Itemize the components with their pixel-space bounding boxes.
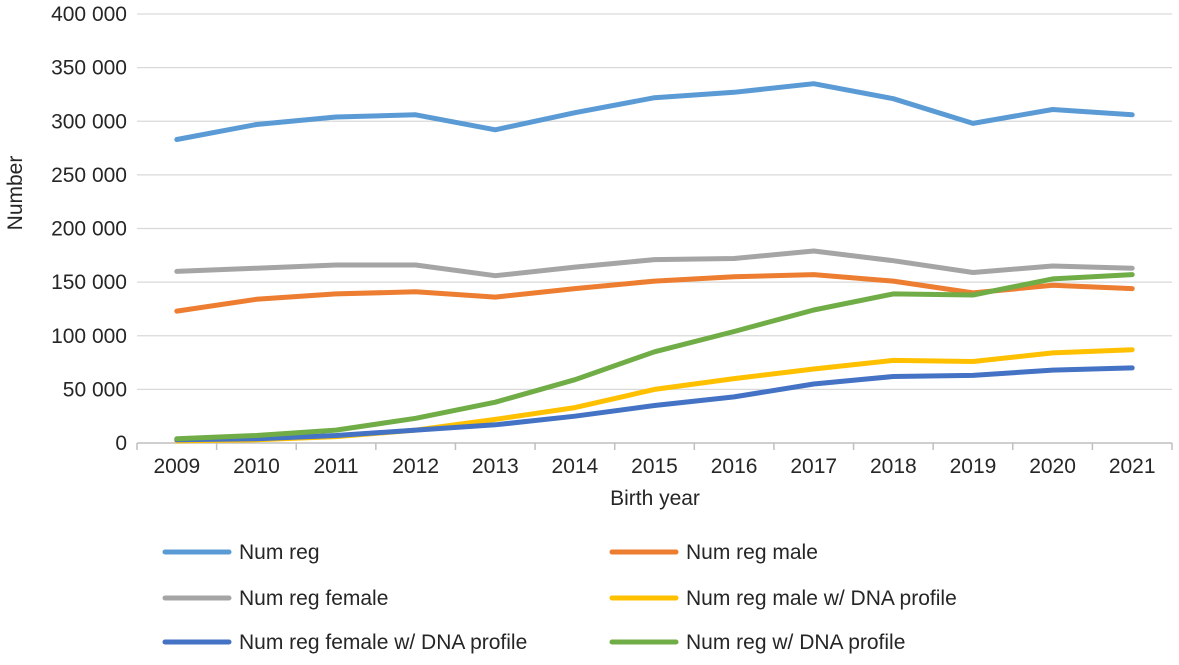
y-tick-label: 150 000 [51, 271, 127, 294]
legend-label: Num reg female [239, 587, 388, 610]
series-lines [174, 81, 1135, 444]
x-tick-label: 2017 [790, 455, 837, 478]
x-tick-label: 2011 [313, 455, 358, 478]
series-line-4 [174, 347, 1135, 444]
x-tick-label: 2021 [1109, 455, 1156, 478]
y-axis-tick-labels: 0 50 000 100 000 150 000 200 000 250 000 300 0… [51, 3, 127, 455]
x-tick-label: 2020 [1029, 455, 1076, 478]
legend-label: Num reg male [686, 541, 818, 564]
x-tick-label: 2014 [552, 455, 599, 478]
x-axis-title: Birth year [610, 487, 700, 510]
x-tick-label: 2010 [233, 455, 280, 478]
x-tick-label: 2015 [631, 455, 678, 478]
x-axis [136, 442, 1173, 450]
x-tick-label: 2018 [870, 455, 917, 478]
y-tick-label: 50 000 [63, 378, 127, 401]
y-tick-label: 400 000 [51, 3, 127, 26]
series-line-3 [174, 248, 1135, 279]
y-axis-title: Number [4, 156, 27, 231]
y-tick-label: 350 000 [51, 57, 127, 80]
x-tick-label: 2019 [950, 455, 997, 478]
y-tick-label: 250 000 [51, 164, 127, 187]
legend-label: Num reg [239, 541, 320, 564]
legend: Num reg Num reg male Num reg female Num reg… [162, 541, 957, 654]
x-tick-label: 2009 [153, 455, 200, 478]
y-tick-label: 0 [115, 432, 127, 455]
legend-label: Num reg female w/ DNA profile [239, 631, 527, 654]
series-line-6 [174, 272, 1135, 442]
y-tick-label: 100 000 [51, 325, 127, 348]
legend-label: Num reg w/ DNA profile [686, 631, 905, 654]
x-tick-label: 2013 [472, 455, 519, 478]
legend-label: Num reg male w/ DNA profile [686, 587, 957, 610]
x-tick-label: 2012 [392, 455, 439, 478]
series-line-1 [174, 81, 1135, 142]
series-line-5 [174, 365, 1135, 443]
x-tick-label: 2016 [711, 455, 758, 478]
y-tick-label: 200 000 [51, 218, 127, 241]
gridlines [137, 13, 1172, 390]
x-axis-tick-labels: 2009 2010 2011 2012 2013 2014 2015 2016 2017 2018… [153, 455, 1155, 478]
y-tick-label: 300 000 [51, 110, 127, 133]
